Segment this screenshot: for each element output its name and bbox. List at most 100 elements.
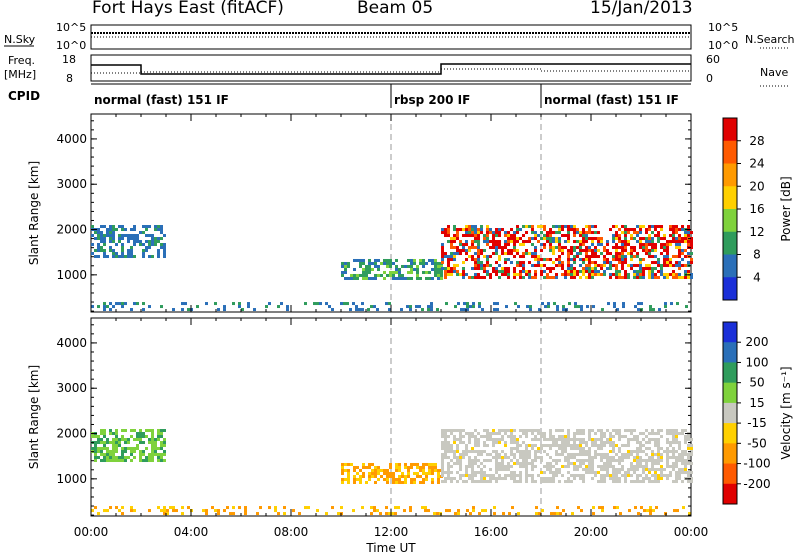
echo-cell	[444, 234, 447, 238]
echo-cell	[624, 249, 627, 253]
echo-cell	[591, 429, 594, 433]
echo-cell	[517, 512, 520, 516]
colorbar-tick-label: 200	[746, 335, 769, 349]
echo-cell	[106, 447, 109, 451]
echo-cell	[612, 264, 615, 268]
echo-cell	[115, 450, 118, 454]
echo-cell	[367, 308, 370, 312]
echo-cell	[373, 509, 376, 513]
echo-cell	[579, 429, 582, 433]
echo-cell	[528, 474, 531, 478]
echo-cell	[91, 435, 94, 439]
echo-cell	[456, 264, 459, 268]
echo-cell	[651, 480, 654, 484]
echo-cell	[657, 237, 660, 241]
echo-cell	[483, 450, 486, 454]
echo-cell	[600, 474, 603, 478]
echo-cell	[649, 305, 652, 309]
echo-cell	[422, 261, 425, 265]
echo-cell	[130, 308, 133, 312]
echo-cell	[142, 243, 145, 247]
echo-cell	[600, 456, 603, 460]
echo-cell	[519, 276, 522, 280]
echo-cell	[441, 456, 444, 460]
echo-cell	[678, 249, 681, 253]
echo-cell	[561, 267, 564, 271]
echo-cell	[424, 506, 427, 510]
echo-cell	[591, 231, 594, 235]
echo-cell	[624, 270, 627, 274]
echo-cell	[516, 249, 519, 253]
echo-cell	[462, 234, 465, 238]
echo-cell	[624, 228, 627, 232]
echo-cell	[591, 252, 594, 256]
echo-cell	[480, 264, 483, 268]
echo-cell	[457, 302, 460, 306]
nsky-tick-bottom: 10^0	[56, 39, 86, 52]
echo-cell	[404, 480, 407, 484]
echo-cell	[121, 249, 124, 253]
echo-cell	[474, 459, 477, 463]
colorbar-swatch	[723, 140, 737, 164]
echo-cell	[649, 509, 652, 513]
echo-cell	[430, 308, 433, 312]
echo-region-near-range	[91, 506, 691, 516]
cpid-label: CPID	[8, 89, 40, 103]
echo-cell	[648, 459, 651, 463]
echo-cell	[477, 459, 480, 463]
echo-cell	[160, 456, 163, 460]
echo-cell	[447, 240, 450, 244]
echo-cell	[600, 447, 603, 451]
echo-cell	[425, 474, 428, 478]
echo-cell	[579, 453, 582, 457]
echo-cell	[534, 459, 537, 463]
echo-cell	[163, 512, 166, 516]
echo-cell	[534, 453, 537, 457]
echo-cell	[456, 450, 459, 454]
echo-cell	[489, 477, 492, 481]
echo-cell	[474, 474, 477, 478]
echo-cell	[444, 252, 447, 256]
echo-cell	[97, 438, 100, 442]
echo-cell	[407, 468, 410, 472]
echo-cell	[130, 429, 133, 433]
echo-cell	[474, 441, 477, 445]
echo-cell	[549, 267, 552, 271]
echo-cell	[471, 435, 474, 439]
echo-cell	[513, 249, 516, 253]
echo-cell	[510, 228, 513, 232]
echo-cell	[416, 276, 419, 280]
echo-cell	[615, 273, 618, 277]
echo-cell	[495, 234, 498, 238]
echo-cell	[94, 506, 97, 510]
echo-cell	[163, 506, 166, 510]
echo-cell	[597, 237, 600, 241]
echo-cell	[531, 243, 534, 247]
echo-cell	[407, 465, 410, 469]
echo-cell	[567, 435, 570, 439]
echo-cell	[591, 276, 594, 280]
echo-cell	[568, 302, 571, 306]
echo-cell	[681, 432, 684, 436]
echo-cell	[627, 231, 630, 235]
echo-cell	[636, 447, 639, 451]
echo-cell	[441, 261, 444, 265]
echo-cell	[187, 308, 190, 312]
echo-cell	[652, 308, 655, 312]
echo-cell	[663, 258, 666, 262]
echo-cell	[431, 267, 434, 271]
echo-cell	[525, 273, 528, 277]
echo-cell	[516, 480, 519, 484]
colorbar-swatch	[723, 463, 737, 485]
echo-cell	[97, 447, 100, 451]
echo-cell	[481, 509, 484, 513]
echo-cell	[678, 255, 681, 259]
echo-cell	[471, 471, 474, 475]
echo-cell	[456, 228, 459, 232]
echo-cell	[582, 258, 585, 262]
radar-title: Fort Hays East (fitACF)	[92, 0, 284, 18]
echo-cell	[103, 444, 106, 448]
echo-cell	[94, 231, 97, 235]
echo-cell	[687, 231, 690, 235]
colorbar-swatch	[723, 362, 737, 384]
